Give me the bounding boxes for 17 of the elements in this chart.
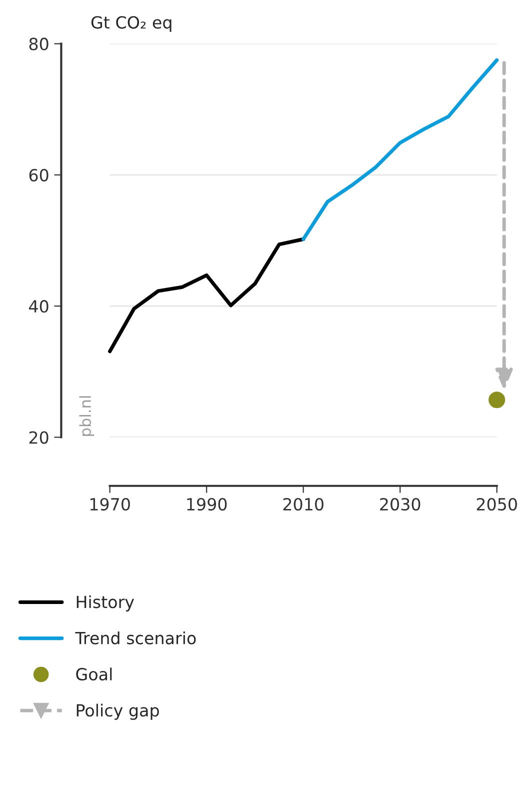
x-tick-label: 1990 [187, 498, 227, 511]
y-tick-label: 60 [29, 168, 48, 182]
line-series [108, 237, 306, 354]
line-series [302, 58, 499, 241]
x-tick-label: 2050 [476, 498, 517, 511]
x-tick-label: 2030 [380, 498, 420, 511]
y-axis-title: Gt CO₂ eq [91, 16, 172, 32]
y-tick-label: 40 [29, 300, 48, 313]
legend-label: Trend scenario [75, 631, 196, 644]
legend-label: Goal [76, 668, 112, 681]
x-tick-label: 1970 [90, 498, 130, 511]
legend-label: History [76, 595, 134, 612]
x-tick-label: 2010 [283, 498, 324, 511]
y-tick-label: 20 [29, 431, 48, 444]
text: pbl.nl [79, 396, 94, 436]
text: Policy gap [76, 704, 159, 720]
y-tick-label: 80 [29, 38, 48, 50]
